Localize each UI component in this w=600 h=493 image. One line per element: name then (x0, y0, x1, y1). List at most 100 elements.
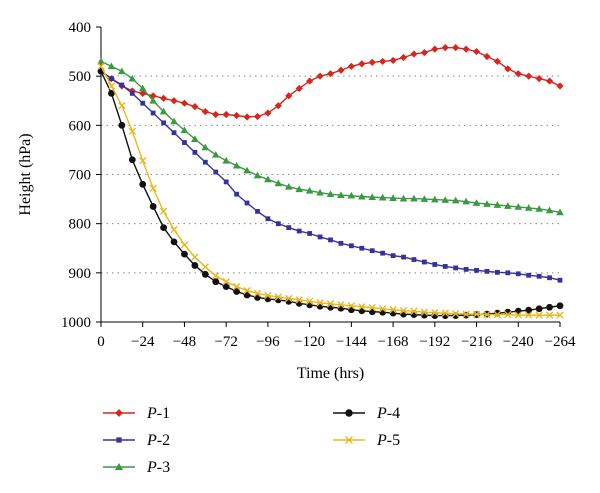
data-point (150, 110, 156, 116)
data-point (526, 272, 532, 278)
data-point (232, 282, 241, 291)
data-point (180, 126, 189, 134)
data-point (545, 311, 554, 319)
data-point (535, 311, 543, 319)
x-tick-label: 0 (97, 334, 105, 350)
data-point (285, 92, 293, 100)
data-point (493, 310, 502, 319)
data-point (191, 135, 199, 142)
data-point (118, 67, 126, 75)
y-tick-label: 1000 (61, 315, 91, 331)
data-point (138, 84, 147, 92)
data-point (504, 310, 512, 319)
x-tick-label: −216 (461, 334, 492, 350)
gridlines (101, 75, 560, 274)
data-point (514, 70, 522, 78)
data-point (201, 143, 210, 151)
data-point (369, 248, 375, 254)
data-point (326, 190, 335, 198)
data-point (463, 266, 469, 272)
data-point (348, 243, 354, 249)
data-point (399, 194, 408, 202)
data-point (441, 44, 449, 52)
y-axis-label: Height (hPa) (17, 133, 34, 215)
data-point (316, 72, 324, 80)
data-point (295, 185, 304, 193)
data-point (411, 257, 417, 262)
data-point (212, 278, 220, 286)
y-tick-label: 500 (69, 69, 92, 85)
data-point (264, 175, 272, 183)
x-tick-label: −120 (294, 334, 325, 350)
data-point (191, 262, 199, 269)
data-point (389, 309, 397, 317)
data-point (211, 151, 220, 158)
data-point (462, 197, 470, 205)
data-point (442, 264, 448, 269)
data-point (514, 311, 522, 319)
data-point (400, 310, 407, 318)
data-point (556, 311, 564, 319)
data-point (274, 179, 283, 187)
data-point (474, 267, 479, 273)
data-point (161, 120, 166, 126)
data-point (410, 50, 418, 58)
legend-marker (345, 436, 353, 444)
data-point (514, 203, 523, 210)
data-point (316, 188, 324, 196)
data-point (451, 196, 460, 204)
data-point (306, 301, 314, 309)
data-point (284, 182, 293, 190)
data-point (170, 97, 178, 105)
legend-label: P-2 (146, 432, 170, 449)
data-point (264, 291, 272, 300)
data-point (525, 72, 533, 80)
data-point (556, 302, 564, 310)
data-point (97, 57, 105, 65)
data-point (432, 262, 438, 267)
data-point (368, 193, 377, 200)
data-point (421, 259, 427, 265)
x-tick-label: −144 (336, 334, 367, 350)
data-point (337, 301, 345, 309)
series-group (97, 44, 564, 320)
data-point (149, 184, 157, 192)
data-point (201, 270, 209, 278)
data-point (264, 109, 272, 117)
data-point (378, 305, 387, 313)
legend-label: P-4 (376, 405, 400, 422)
data-point (547, 275, 552, 281)
data-point (441, 196, 450, 203)
data-point (389, 194, 397, 201)
data-point (493, 201, 502, 208)
data-point (232, 161, 241, 169)
data-point (410, 194, 418, 202)
legend-marker (345, 409, 353, 417)
data-point (431, 45, 439, 53)
data-point (337, 304, 345, 312)
data-point (286, 225, 292, 230)
data-point (556, 208, 564, 216)
data-point (420, 308, 429, 316)
data-point (462, 45, 470, 53)
data-point (524, 204, 533, 211)
data-point (495, 269, 500, 275)
data-point (546, 303, 553, 311)
data-point (505, 270, 511, 276)
data-point (390, 253, 396, 259)
data-point (170, 117, 178, 125)
data-point (171, 130, 177, 136)
y-tick-label: 700 (69, 168, 92, 184)
data-point (368, 58, 376, 66)
legend-item-p1: P-1 (103, 405, 170, 422)
data-point (128, 127, 136, 135)
legend-item-p4: P-4 (333, 405, 400, 422)
data-point (389, 56, 397, 65)
data-point (182, 140, 187, 145)
data-point (420, 48, 428, 57)
data-point (160, 224, 167, 232)
data-point (233, 111, 241, 120)
data-point (180, 99, 189, 107)
x-axis-label: Time (hrs) (297, 365, 364, 382)
data-point (295, 299, 303, 307)
